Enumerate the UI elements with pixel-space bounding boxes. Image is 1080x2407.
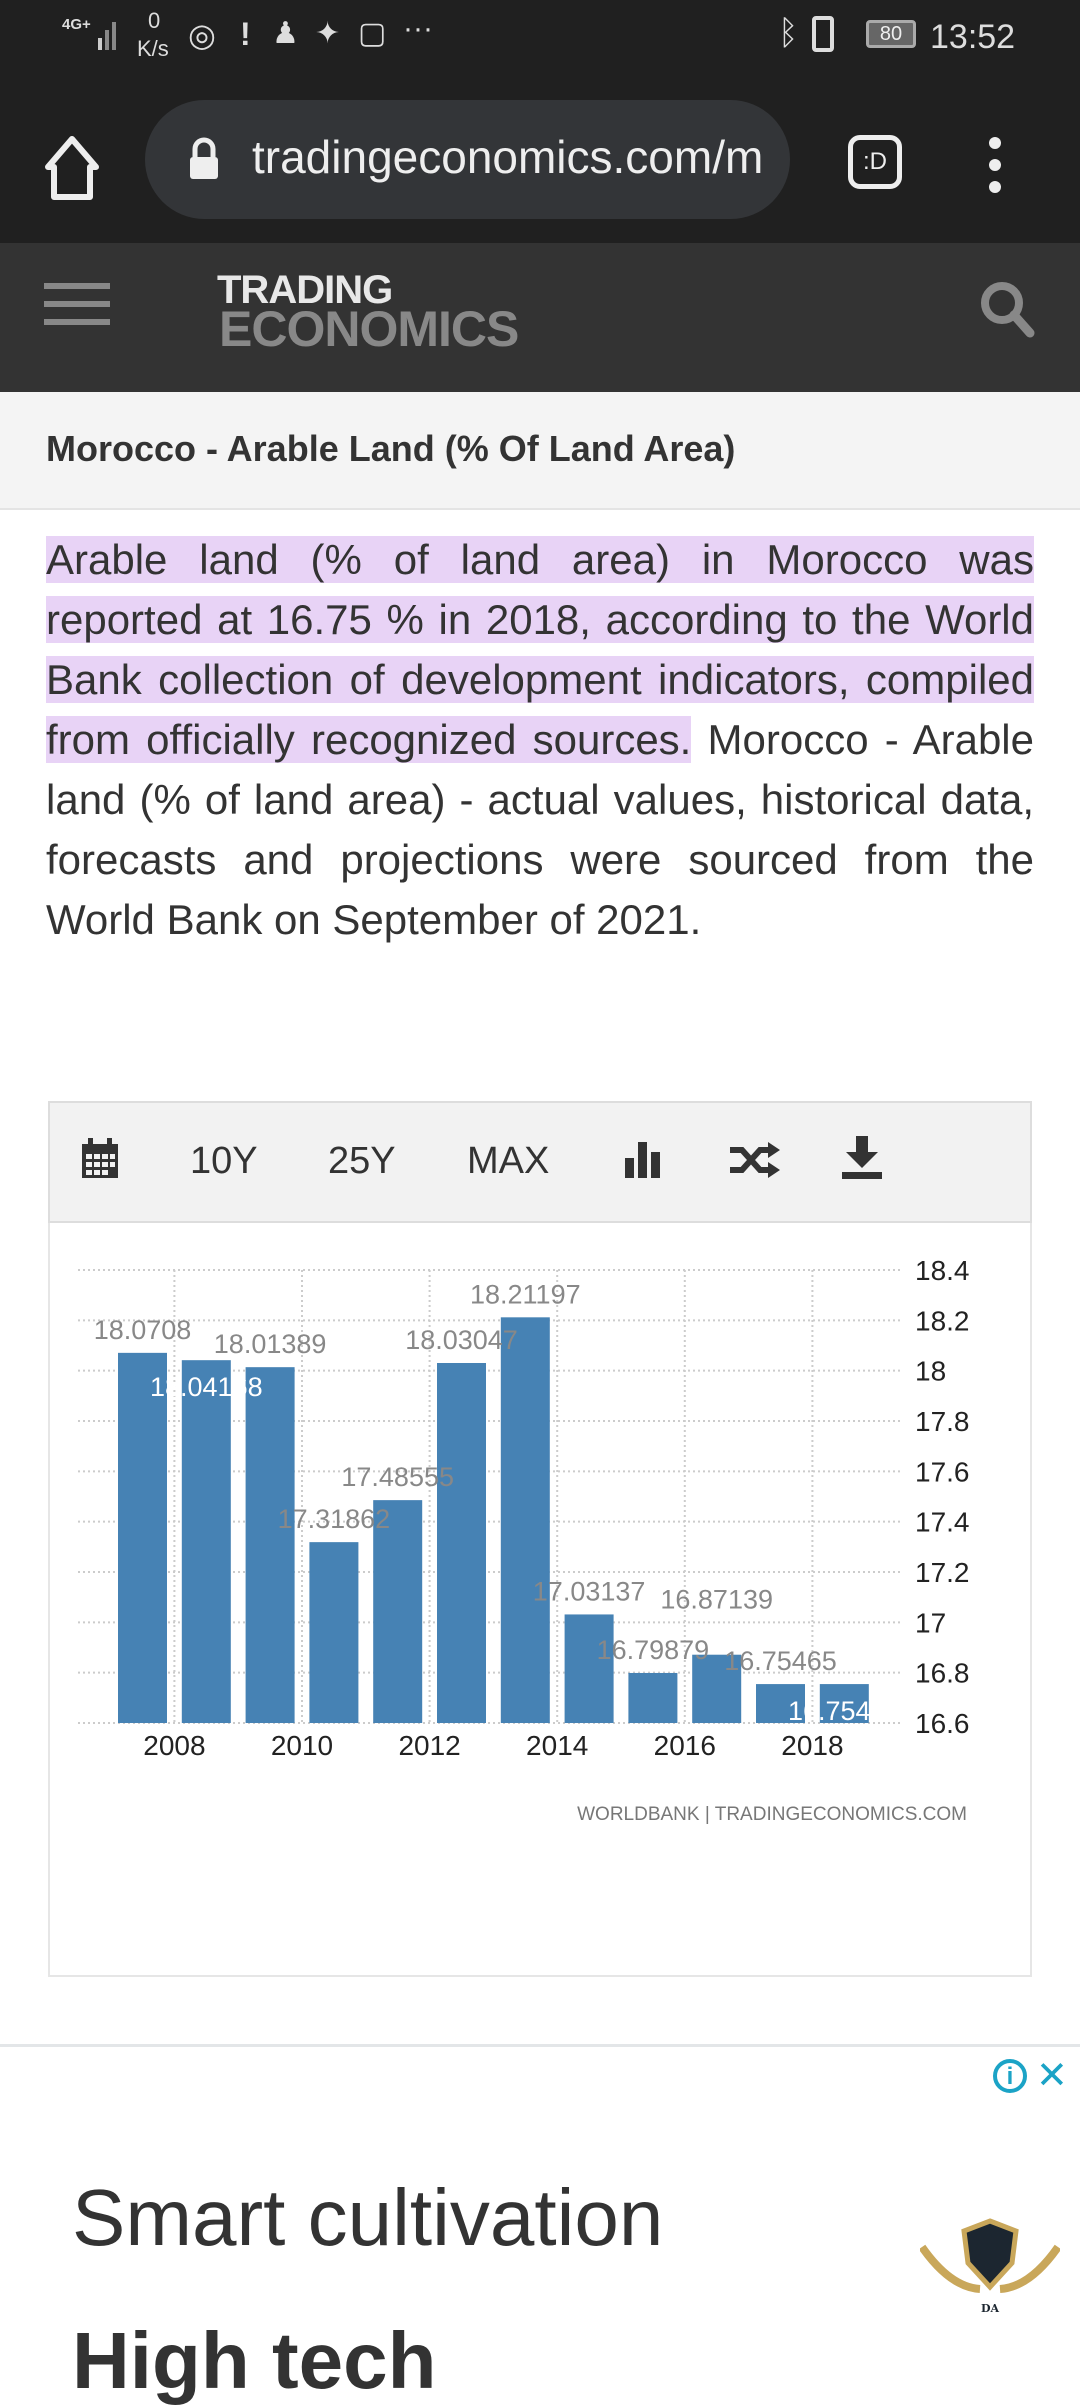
ad-info-icon[interactable]: i	[993, 2059, 1027, 2093]
x-tick-label: 2008	[143, 1730, 205, 1761]
x-tick-label: 2016	[654, 1730, 716, 1761]
data-label: 17.48555	[341, 1462, 454, 1492]
y-tick-label: 18.2	[915, 1305, 970, 1336]
network-indicator: 4G+	[62, 16, 91, 33]
bar	[118, 1352, 167, 1723]
data-label: 18.0708	[94, 1315, 192, 1345]
logo-trading[interactable]: TRADING	[217, 268, 393, 312]
battery-icon: 80	[866, 20, 916, 48]
shuffle-icon[interactable]	[730, 1142, 780, 1178]
twitter-icon: ✦	[315, 17, 341, 50]
speed-unit: K/s	[137, 36, 169, 61]
speed-value: 0	[148, 8, 161, 33]
site-header: TRADING ECONOMICS	[0, 243, 1080, 392]
shield-logo-icon	[918, 2218, 1062, 2293]
data-label: 16.75465	[724, 1646, 837, 1676]
title-bar	[0, 392, 1080, 510]
home-icon[interactable]	[44, 135, 100, 201]
browser-toolbar: tradingeconomics.com/m :D	[0, 75, 1080, 243]
data-label: 16.79879	[597, 1635, 710, 1665]
snapchat-icon: ♟	[272, 17, 299, 50]
download-icon[interactable]	[842, 1136, 882, 1180]
x-tick-label: 2012	[398, 1730, 460, 1761]
clock: 13:52	[930, 18, 1016, 56]
logo-economics[interactable]: ECONOMICS	[219, 301, 519, 357]
tab-switcher-button[interactable]: :D	[848, 135, 902, 189]
paragraph-text: Morocco - Arable land (% of land area) -…	[46, 716, 1034, 943]
calendar-icon[interactable]	[80, 1138, 120, 1180]
data-label: 18.03047	[405, 1325, 518, 1355]
ad-headline[interactable]: Smart cultivation	[72, 2173, 664, 2262]
advertisement: i ✕ Smart cultivation High tech DA	[0, 2044, 1080, 2405]
signal-icon	[98, 22, 116, 50]
menu-dots-icon[interactable]	[985, 133, 1005, 197]
y-tick-label: 17.8	[915, 1406, 970, 1437]
bar	[309, 1542, 359, 1723]
bar	[756, 1684, 805, 1723]
watermark-logo: DA	[918, 2217, 1062, 2333]
bar	[564, 1614, 614, 1723]
y-tick-label: 18	[915, 1356, 946, 1387]
data-label: 16.87139	[660, 1585, 773, 1615]
status-bar: 4G+ 0 K/s ◎ ! ♟ ✦ ▢ ··· ᛒ 80 13:52	[0, 0, 1080, 75]
instagram-icon: ▢	[358, 17, 387, 50]
range-25y-button[interactable]: 25Y	[328, 1140, 396, 1182]
address-bar[interactable]	[145, 100, 790, 219]
vibrate-icon	[812, 16, 834, 52]
y-tick-label: 16.6	[915, 1708, 970, 1739]
bar	[181, 1360, 231, 1723]
search-icon[interactable]	[978, 279, 1038, 339]
bar	[819, 1684, 869, 1723]
bar	[245, 1367, 295, 1723]
bar	[437, 1362, 486, 1723]
range-10y-button[interactable]: 10Y	[190, 1140, 258, 1182]
ad-close-icon[interactable]: ✕	[1036, 2055, 1068, 2097]
range-max-button[interactable]: MAX	[467, 1140, 550, 1182]
bar-chart-icon[interactable]	[625, 1140, 665, 1178]
more-notifications-icon: ···	[403, 12, 433, 45]
bar	[373, 1500, 423, 1723]
data-label: 18.21197	[470, 1279, 581, 1309]
data-label: 17.31862	[278, 1504, 391, 1534]
x-tick-label: 2010	[271, 1730, 333, 1761]
bar	[628, 1672, 678, 1723]
ad-subline[interactable]: High tech	[72, 2316, 437, 2405]
alert-icon: !	[240, 16, 251, 52]
y-tick-label: 17.4	[915, 1507, 970, 1538]
data-label: 17.03137	[533, 1576, 646, 1606]
page-title: Morocco - Arable Land (% Of Land Area)	[46, 428, 736, 469]
chart-source: WORLDBANK | TRADINGECONOMICS.COM	[577, 1804, 967, 1825]
y-tick-label: 17.2	[915, 1557, 970, 1588]
y-tick-label: 18.4	[915, 1255, 970, 1286]
url-text[interactable]: tradingeconomics.com/m	[252, 131, 764, 183]
y-tick-label: 17.6	[915, 1456, 970, 1487]
lock-icon	[190, 137, 218, 179]
bar-chart: 16.6 16.8 17 17.2 17.4 17.6 17.8 18 18.2 18.4 2008…	[78, 1255, 970, 1825]
data-label: 18.04168	[150, 1372, 263, 1402]
hamburger-menu-icon[interactable]	[44, 283, 112, 329]
y-tick-label: 16.8	[915, 1658, 970, 1689]
data-label: 16.75465	[788, 1696, 901, 1726]
bar	[500, 1317, 550, 1723]
data-label: 18.01389	[214, 1329, 327, 1359]
x-tick-label: 2014	[526, 1730, 588, 1761]
description-paragraph: Arable land (% of land area) in Morocco …	[46, 530, 1034, 950]
whatsapp-icon: ◎	[188, 17, 216, 53]
bar	[692, 1654, 742, 1723]
x-tick-label: 2018	[781, 1730, 843, 1761]
bluetooth-icon: ᛒ	[778, 14, 799, 52]
y-tick-label: 17	[915, 1607, 946, 1638]
